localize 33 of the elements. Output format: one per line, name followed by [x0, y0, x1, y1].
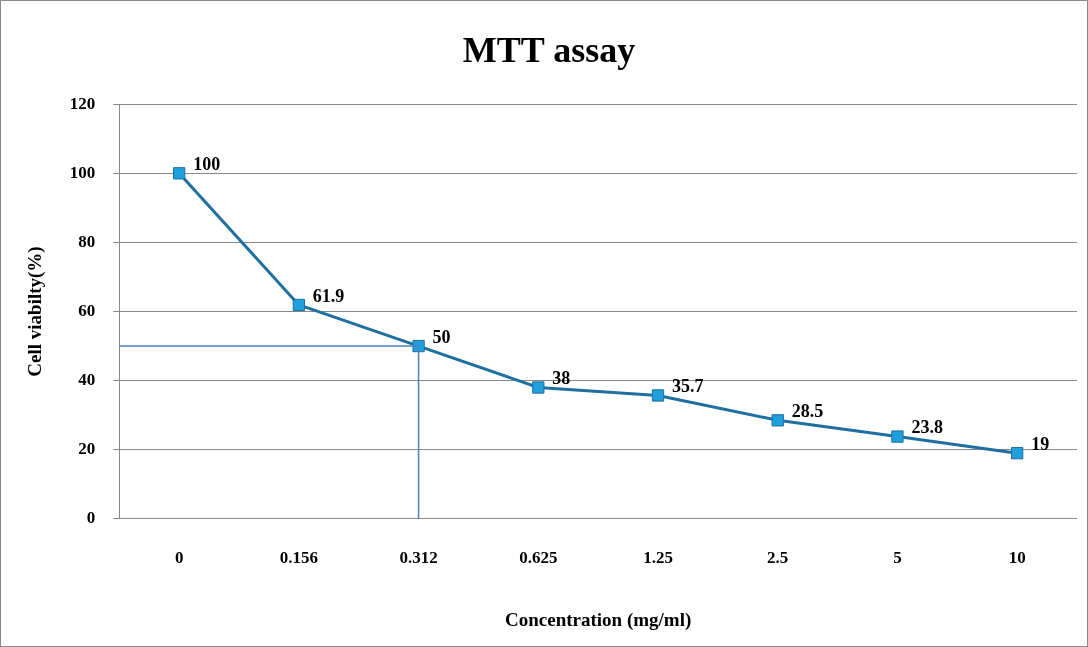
x-tick-label: 10 [1008, 548, 1026, 568]
y-tick-label: 40 [78, 369, 96, 389]
chart-title: MTT assay [462, 29, 636, 70]
data-label: 28.5 [791, 400, 824, 421]
x-tick-label: 0.312 [399, 548, 438, 568]
y-tick-label: 60 [78, 300, 96, 320]
point [292, 298, 306, 312]
x-tick-label: 0 [174, 548, 184, 568]
x-tick-label: 2.5 [767, 548, 789, 568]
data-label: 50 [432, 326, 451, 347]
x-tick-label: 5 [893, 548, 902, 568]
point [771, 414, 784, 427]
data-label: 61.9 [312, 285, 345, 306]
data-label: 38 [552, 368, 571, 389]
data-label: 35.7 [672, 376, 704, 397]
x-tick-label: 0.625 [519, 548, 558, 568]
x-tick-label: 1.25 [643, 548, 673, 568]
x-axis-title: Concentration (mg/ml) [505, 608, 692, 631]
point [173, 167, 186, 180]
point [1010, 447, 1024, 460]
data-label: 23.8 [911, 417, 943, 438]
y-tick-label: 120 [69, 93, 96, 113]
data-label: 100 [193, 153, 221, 174]
y-tick-label: 0 [86, 508, 96, 528]
y-tick-label: 20 [78, 439, 96, 459]
point [891, 430, 904, 443]
y-tick-label: 100 [69, 162, 96, 182]
data-label: 19 [1031, 433, 1050, 454]
point [651, 389, 665, 402]
y-tick-label: 80 [78, 231, 96, 251]
point [532, 381, 545, 394]
y-axis-title: Cell viabilty(%) [24, 246, 47, 377]
x-tick-label: 0.156 [279, 548, 318, 568]
